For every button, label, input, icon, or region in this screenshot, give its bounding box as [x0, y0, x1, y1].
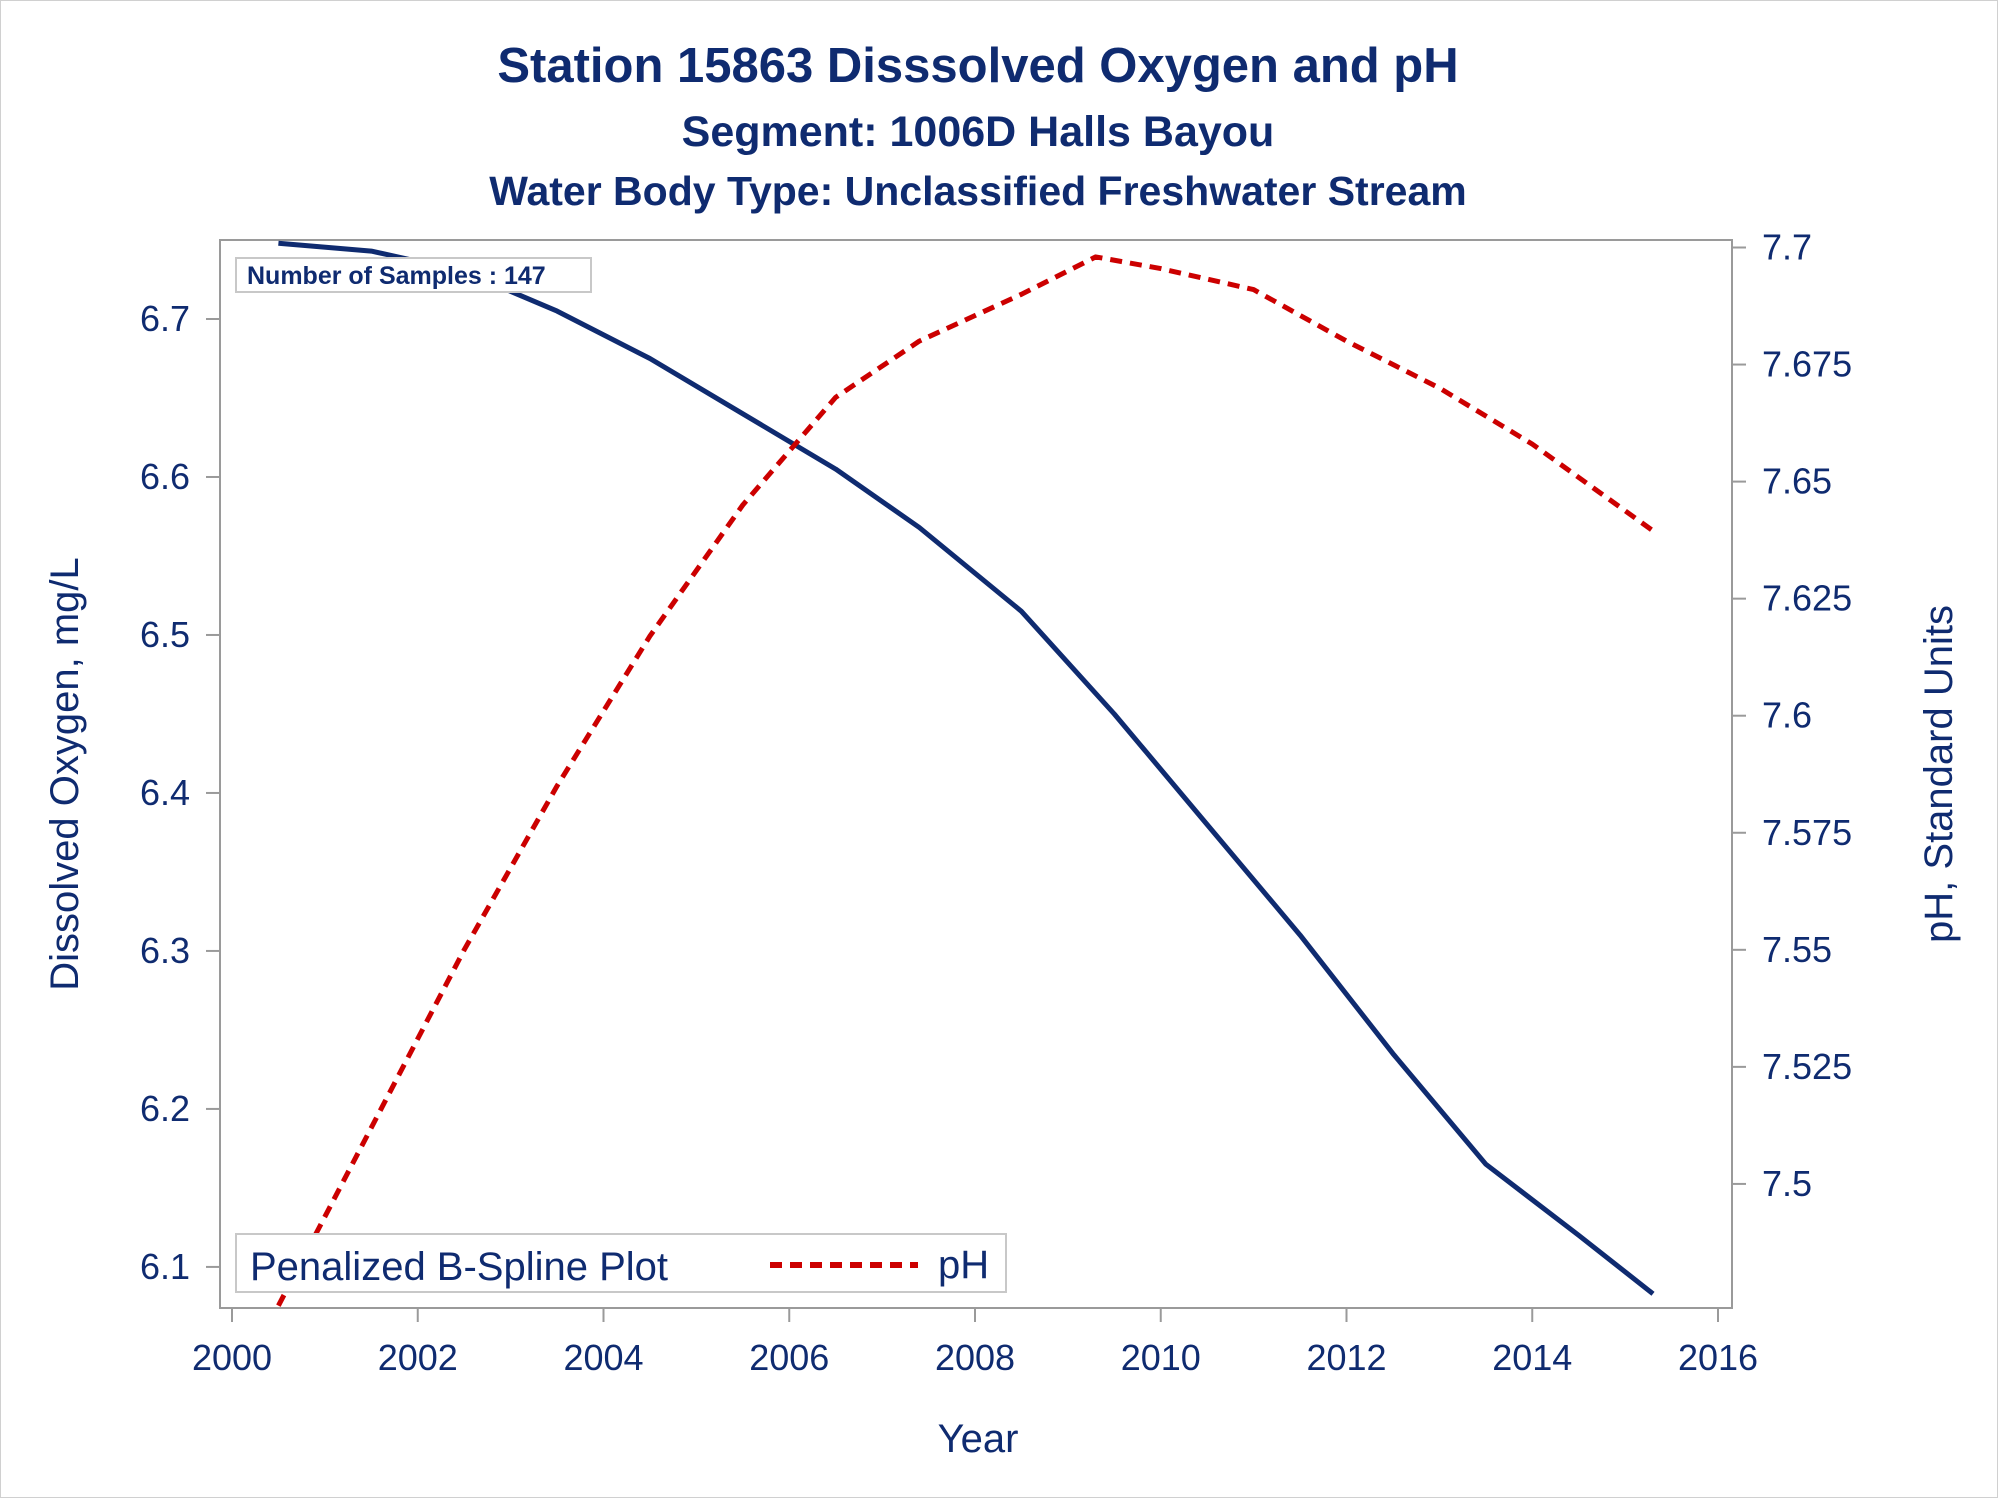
- series-line-ph: [276, 254, 1655, 1307]
- y-axis-label-left: Dissolved Oxygen, mg/L: [43, 557, 87, 991]
- y-right-tick-label: 7.5: [1762, 1163, 1812, 1204]
- x-tick-label: 2010: [1121, 1337, 1201, 1378]
- chart-subtitle: Segment: 1006D Halls Bayou: [681, 108, 1275, 156]
- legend-title: Penalized B-Spline Plot: [250, 1245, 668, 1289]
- x-tick-label: 2006: [749, 1337, 829, 1378]
- y-right-tick-label: 7.65: [1762, 461, 1832, 502]
- y-right-tick-label: 7.625: [1762, 578, 1852, 619]
- inset-box-border: [235, 257, 592, 293]
- x-tick-label: 2002: [378, 1337, 458, 1378]
- legend-label-ph: pH: [938, 1243, 989, 1287]
- axes-layer: 2000 2002 2004 2006 2008 2010 2012 2014 2016 6.1 6…: [140, 226, 1852, 1378]
- y-right-tick-label: 7.525: [1762, 1046, 1852, 1087]
- legend: Penalized B-Spline Plot pH: [235, 1233, 1007, 1293]
- chart-title: Station 15863 Disssolved Oxygen and pH: [497, 39, 1459, 93]
- y-axis-label-right: pH, Standard Units: [1917, 605, 1961, 943]
- y-right-tick-label: 7.675: [1762, 344, 1852, 385]
- x-tick-label: 2014: [1492, 1337, 1572, 1378]
- x-axis-label: Year: [938, 1417, 1019, 1461]
- chart-subtitle-2: Water Body Type: Unclassified Freshwater…: [489, 168, 1467, 214]
- y-left-tick-label: 6.3: [140, 930, 190, 971]
- sample-count-label: Number of Samples : 147: [247, 262, 546, 290]
- x-tick-label: 2016: [1678, 1337, 1758, 1378]
- x-tick-label: 2012: [1306, 1337, 1386, 1378]
- series-layer: [276, 240, 1655, 1307]
- y-left-tick-label: 6.1: [140, 1246, 190, 1287]
- x-tick-label: 2000: [192, 1337, 272, 1378]
- x-tick-label: 2008: [935, 1337, 1015, 1378]
- y-right-tick-label: 7.7: [1762, 226, 1812, 267]
- series-line-dissolved-oxygen: [278, 240, 1655, 1296]
- y-left-tick-label: 6.5: [140, 614, 190, 655]
- y-left-tick-label: 6.2: [140, 1088, 190, 1129]
- y-right-tick-label: 7.575: [1762, 812, 1852, 853]
- y-right-tick-label: 7.6: [1762, 695, 1812, 736]
- y-left-tick-label: 6.7: [140, 298, 190, 339]
- y-left-tick-label: 6.6: [140, 456, 190, 497]
- y-left-tick-label: 6.4: [140, 772, 190, 813]
- x-tick-label: 2004: [563, 1337, 643, 1378]
- inset-box: Number of Samples : 147: [235, 257, 592, 293]
- plot-area: [219, 239, 1733, 1309]
- y-right-tick-label: 7.55: [1762, 929, 1832, 970]
